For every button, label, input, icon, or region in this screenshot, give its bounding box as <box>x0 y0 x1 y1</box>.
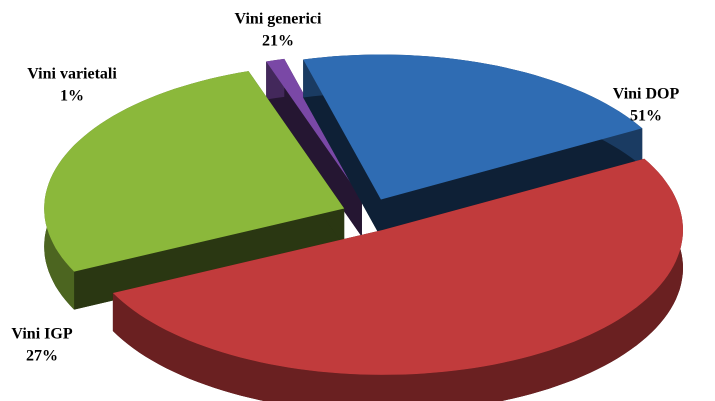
slice-wall <box>74 208 345 310</box>
slice-value-label: 27% <box>26 348 58 365</box>
slice <box>112 158 683 401</box>
slice-wall <box>380 128 643 238</box>
slice-value-label: 1% <box>60 88 84 105</box>
slice-value-label: 21% <box>262 33 294 50</box>
slice-label: Vini DOP <box>613 86 680 103</box>
slice-value-label: 51% <box>630 108 662 125</box>
slice-top <box>112 158 683 375</box>
slice-top <box>303 54 643 200</box>
slice-label: Vini varietali <box>27 66 117 83</box>
slice-wall <box>303 59 381 238</box>
slice-top <box>44 71 345 272</box>
slice-label: Vini generici <box>235 11 323 28</box>
slice <box>303 54 643 238</box>
slice-top <box>266 58 362 199</box>
slice-label: Vini IGP <box>11 326 72 343</box>
